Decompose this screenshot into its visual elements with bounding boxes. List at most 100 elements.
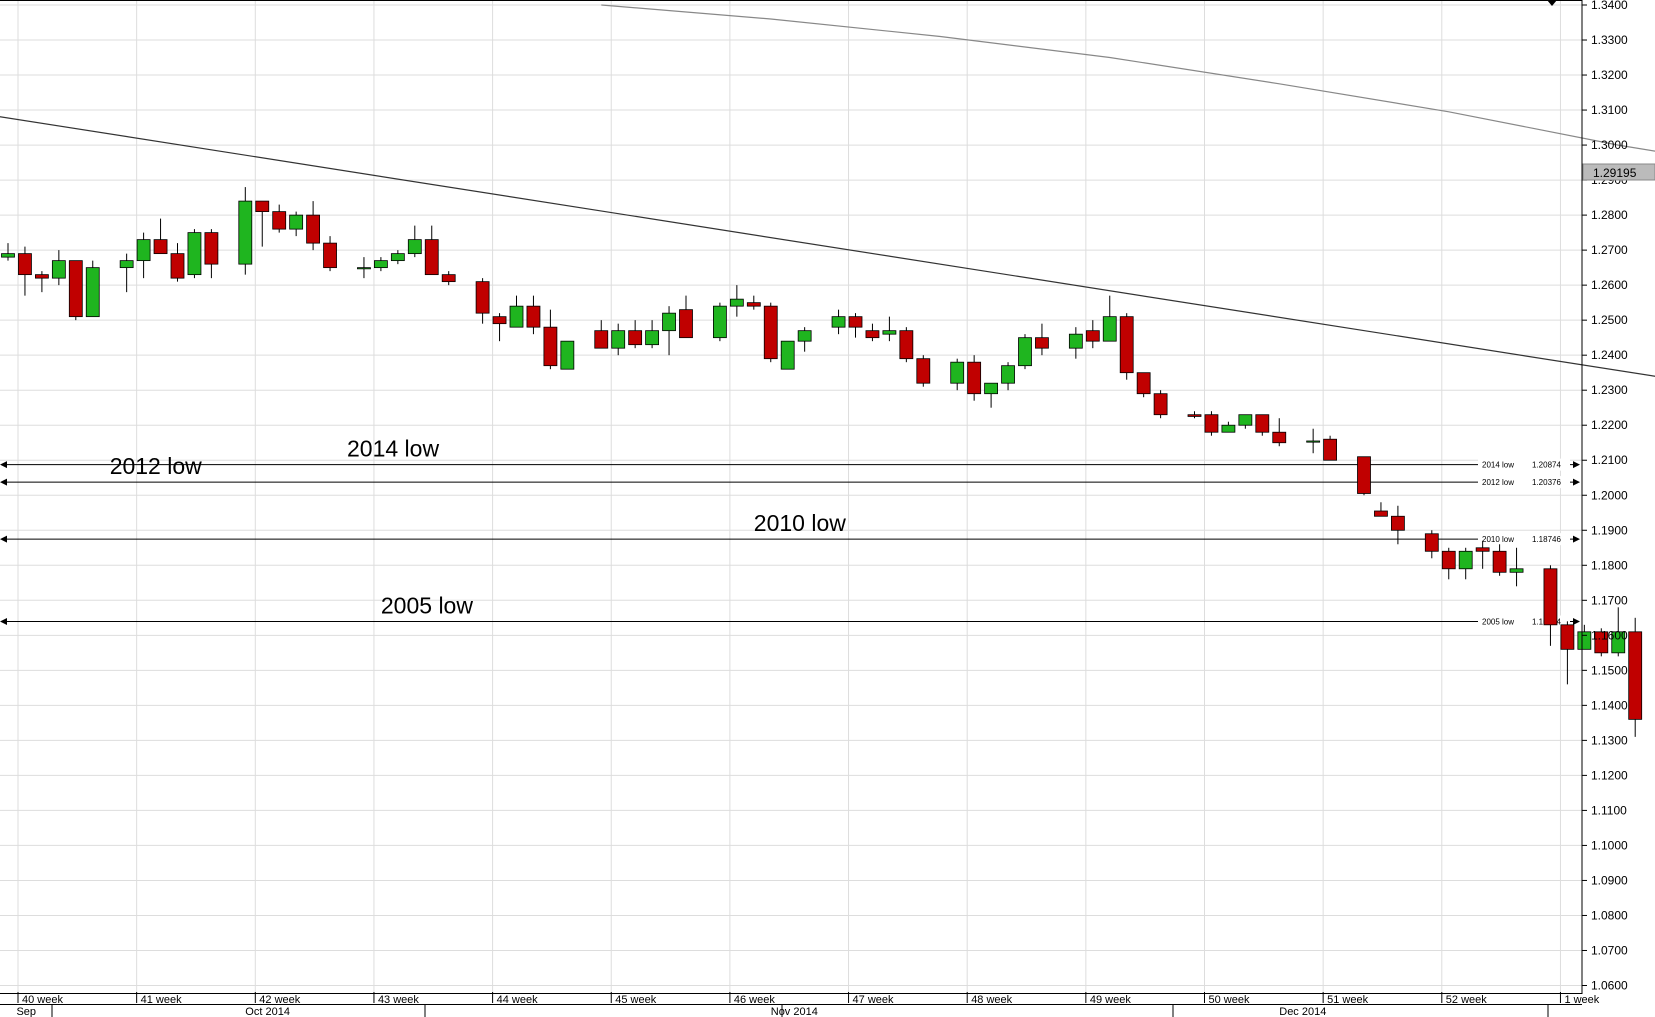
- candle: [136, 232, 151, 279]
- candle-body: [136, 239, 151, 262]
- support-levels: 2014 low 2014 low 1.20874 2012 low 2012 low 1…: [0, 436, 1580, 628]
- support-tag-bg: [1478, 533, 1570, 546]
- candle: [1492, 544, 1507, 576]
- candle-body: [1238, 414, 1253, 426]
- candle-body: [594, 330, 609, 349]
- candle: [85, 260, 100, 318]
- candle-body: [1035, 337, 1049, 349]
- candle-body: [645, 330, 659, 346]
- candle-body: [1543, 568, 1558, 626]
- candle-body: [85, 267, 100, 318]
- candle-body: [1187, 414, 1202, 417]
- candle: [390, 250, 405, 265]
- support-arrow-left: [0, 618, 7, 626]
- candle: [1018, 334, 1032, 370]
- candle-body: [407, 239, 422, 255]
- candle: [441, 271, 456, 286]
- candle-body: [679, 309, 693, 339]
- candle-body: [306, 214, 321, 244]
- candle: [526, 295, 541, 335]
- candle-body: [1, 253, 15, 258]
- candle-body: [780, 340, 795, 370]
- y-tick-label: 1.0600: [1591, 979, 1628, 993]
- candle-body: [1001, 365, 1015, 384]
- candle-body: [1628, 631, 1643, 720]
- week-label: 49 week: [1090, 994, 1131, 1006]
- candle: [967, 355, 982, 401]
- candle: [492, 313, 507, 342]
- month-label: Sep: [16, 1006, 36, 1017]
- candle-body: [1018, 337, 1032, 367]
- candle-body: [848, 316, 863, 328]
- month-label: Nov 2014: [771, 1006, 818, 1017]
- candle-body: [1374, 510, 1388, 517]
- time-axis[interactable]: 40 week 41 week 42 week 43 week 44 week 45 we…: [0, 992, 1655, 1017]
- candle-body: [611, 330, 626, 349]
- candle: [645, 320, 659, 349]
- candle: [35, 271, 49, 293]
- candle-body: [475, 281, 490, 314]
- candle: [1204, 411, 1219, 436]
- candle-body: [1323, 438, 1337, 461]
- support-arrow-right: [1573, 535, 1580, 543]
- candle: [560, 340, 575, 370]
- price-axis[interactable]: 1.0600 1.0700 1.0800 1.0900 1.1000 1.1100 1.12…: [1581, 0, 1628, 994]
- y-tick-label: 1.3200: [1591, 68, 1628, 82]
- candle-body: [1492, 550, 1507, 573]
- y-tick-label: 1.2500: [1591, 313, 1628, 327]
- week-label: 52 week: [1446, 994, 1487, 1006]
- candle: [1102, 295, 1117, 342]
- candle-body: [1255, 414, 1270, 433]
- candle: [780, 340, 795, 370]
- candle-body: [1136, 372, 1151, 395]
- candle-body: [628, 330, 643, 346]
- candle-body: [492, 316, 507, 325]
- candle: [323, 236, 337, 272]
- candle-body: [1085, 330, 1100, 342]
- y-tick-label: 1.3300: [1591, 33, 1628, 47]
- candle-body: [1458, 550, 1473, 570]
- y-tick-label: 1.2100: [1591, 453, 1628, 467]
- support-level-label: 2014 low: [347, 436, 439, 462]
- moving-average-line: [601, 4, 1655, 152]
- candle: [1119, 313, 1134, 380]
- week-label: 51 week: [1327, 994, 1368, 1006]
- candle-body: [984, 382, 998, 395]
- candle: [594, 320, 609, 349]
- candle-body: [916, 358, 931, 384]
- support-tag-name: 2014 low: [1482, 461, 1514, 470]
- candle-body: [1594, 631, 1609, 654]
- candle-body: [1204, 414, 1219, 433]
- week-label: 40 week: [22, 994, 63, 1006]
- y-tick-label: 1.0900: [1591, 873, 1628, 887]
- candle: [272, 204, 287, 233]
- candle: [1543, 565, 1558, 646]
- candle: [713, 302, 727, 342]
- candle-body: [170, 253, 185, 279]
- candle-body: [1475, 547, 1490, 552]
- candle: [1424, 530, 1439, 559]
- candle: [1509, 547, 1524, 587]
- candle-body: [187, 232, 202, 276]
- candle: [1391, 505, 1405, 545]
- y-tick-label: 1.0700: [1591, 943, 1628, 957]
- candle: [1594, 628, 1609, 657]
- candle: [306, 201, 321, 251]
- candle: [187, 229, 202, 279]
- candle: [1, 243, 15, 261]
- candle-body: [1221, 424, 1236, 433]
- candle: [1272, 418, 1287, 447]
- candle: [899, 327, 914, 363]
- y-tick-label: 1.1400: [1591, 698, 1628, 712]
- week-label: 48 week: [971, 994, 1012, 1006]
- candle: [1611, 607, 1626, 657]
- candle: [797, 327, 812, 352]
- candle-body: [51, 260, 66, 279]
- candle-body: [255, 200, 270, 213]
- support-level-label: 2012 low: [110, 453, 202, 479]
- candle: [373, 257, 388, 272]
- y-tick-label: 1.2700: [1591, 243, 1628, 257]
- candle-body: [68, 260, 83, 318]
- candle: [662, 306, 676, 356]
- candle-body: [1272, 431, 1287, 444]
